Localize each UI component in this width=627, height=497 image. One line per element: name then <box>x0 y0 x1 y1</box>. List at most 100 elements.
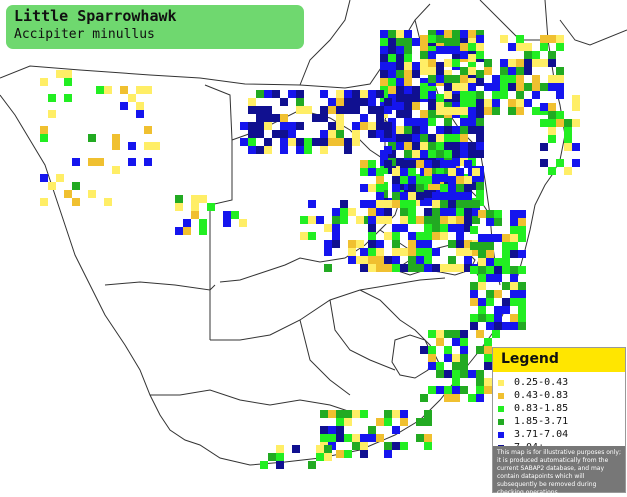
grid-cell <box>404 126 412 134</box>
grid-cell <box>404 86 412 94</box>
grid-cell <box>336 138 344 146</box>
grid-cell <box>424 434 432 442</box>
grid-cell <box>548 75 556 83</box>
grid-cell <box>384 130 392 138</box>
grid-cell <box>396 102 404 110</box>
grid-cell <box>548 103 556 111</box>
grid-cell <box>492 107 500 115</box>
grid-cell <box>468 142 476 150</box>
grid-cell <box>384 450 392 458</box>
grid-cell <box>199 227 207 235</box>
grid-cell <box>500 83 508 91</box>
grid-cell <box>440 200 448 208</box>
grid-cell <box>248 98 256 106</box>
grid-cell <box>444 91 452 99</box>
grid-cell <box>400 224 408 232</box>
grid-cell <box>320 146 328 154</box>
grid-cell <box>296 146 304 154</box>
grid-cell <box>396 78 404 86</box>
grid-cell <box>428 118 436 126</box>
grid-cell <box>510 322 518 330</box>
grid-cell <box>316 453 324 461</box>
grid-cell <box>518 266 526 274</box>
grid-cell <box>460 370 468 378</box>
grid-cell <box>460 346 468 354</box>
grid-cell <box>452 142 460 150</box>
grid-cell <box>264 122 272 130</box>
grid-cell <box>444 370 452 378</box>
grid-cell <box>572 119 580 127</box>
legend-label: 1.85-3.71 <box>514 416 569 427</box>
grid-cell <box>191 203 199 211</box>
grid-cell <box>352 98 360 106</box>
grid-cell <box>368 248 376 256</box>
grid-cell <box>486 266 494 274</box>
grid-cell <box>486 290 494 298</box>
grid-cell <box>296 138 304 146</box>
grid-cell <box>500 91 508 99</box>
grid-cell <box>516 35 524 43</box>
grid-cell <box>64 94 72 102</box>
grid-cell <box>136 110 144 118</box>
grid-cell <box>412 62 420 70</box>
grid-cell <box>420 118 428 126</box>
grid-cell <box>428 142 436 150</box>
legend-item: 0.83-1.85 <box>498 402 625 415</box>
grid-cell <box>88 190 96 198</box>
grid-cell <box>468 150 476 158</box>
grid-cell <box>476 370 484 378</box>
grid-cell <box>556 111 564 119</box>
grid-cell <box>348 240 356 248</box>
grid-cell <box>484 386 492 394</box>
grid-cell <box>436 30 444 38</box>
grid-cell <box>392 256 400 264</box>
grid-cell <box>376 240 384 248</box>
grid-cell <box>516 91 524 99</box>
grid-cell <box>320 90 328 98</box>
legend-swatch <box>498 379 504 386</box>
grid-cell <box>223 219 231 227</box>
grid-cell <box>548 167 556 175</box>
grid-cell <box>468 30 476 38</box>
grid-cell <box>476 150 484 158</box>
grid-cell <box>264 106 272 114</box>
grid-cell <box>320 410 328 418</box>
grid-cell <box>280 146 288 154</box>
grid-cell <box>207 203 215 211</box>
grid-cell <box>444 126 452 134</box>
grid-cell <box>420 91 428 99</box>
grid-cell <box>408 256 416 264</box>
grid-cell <box>380 62 388 70</box>
grid-cell <box>428 86 436 94</box>
grid-cell <box>384 216 392 224</box>
legend-item: 0.25-0.43 <box>498 376 625 389</box>
grid-cell <box>392 224 400 232</box>
grid-cell <box>452 83 460 91</box>
grid-cell <box>396 142 404 150</box>
grid-cell <box>428 51 436 59</box>
grid-cell <box>440 224 448 232</box>
grid-cell <box>494 210 502 218</box>
grid-cell <box>376 176 384 184</box>
grid-cell <box>492 75 500 83</box>
grid-cell <box>404 102 412 110</box>
grid-cell <box>508 75 516 83</box>
grid-cell <box>256 130 264 138</box>
grid-cell <box>336 98 344 106</box>
grid-cell <box>470 226 478 234</box>
grid-cell <box>324 248 332 256</box>
grid-cell <box>510 282 518 290</box>
grid-cell <box>424 216 432 224</box>
border-namibia-south <box>104 281 216 291</box>
grid-cell <box>336 114 344 122</box>
grid-cell <box>518 234 526 242</box>
grid-cell <box>424 160 432 168</box>
grid-cell <box>376 130 384 138</box>
grid-cell <box>448 200 456 208</box>
grid-cell <box>486 210 494 218</box>
grid-cell <box>428 182 436 190</box>
grid-cell <box>268 453 276 461</box>
grid-cell <box>556 119 564 127</box>
grid-cell <box>320 434 328 442</box>
grid-cell <box>248 138 256 146</box>
